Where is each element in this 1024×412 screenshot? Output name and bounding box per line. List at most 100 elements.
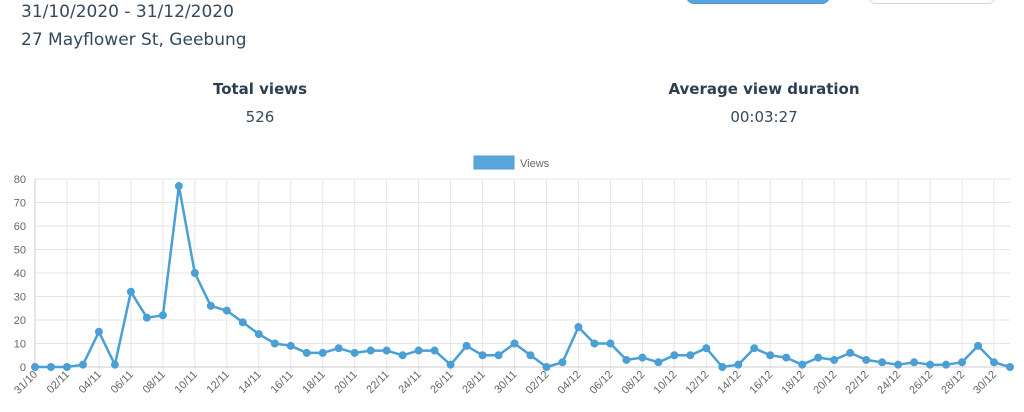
views-data-point bbox=[750, 344, 759, 353]
views-data-point bbox=[766, 351, 775, 360]
views-data-point bbox=[910, 358, 919, 367]
views-data-point bbox=[702, 344, 711, 353]
legend-swatch bbox=[473, 155, 515, 170]
total-views-stat: Total views 526 bbox=[130, 80, 390, 126]
x-tick-label: 18/12 bbox=[779, 369, 807, 397]
y-tick-label: 20 bbox=[14, 315, 26, 327]
secondary-action-button[interactable] bbox=[868, 0, 996, 4]
views-data-point bbox=[990, 358, 999, 367]
views-data-point bbox=[1006, 363, 1014, 371]
views-data-point bbox=[670, 351, 679, 360]
total-views-value: 526 bbox=[245, 108, 275, 126]
x-tick-label: 28/12 bbox=[939, 369, 967, 397]
views-data-point bbox=[494, 351, 503, 360]
views-data-point bbox=[926, 360, 935, 369]
views-data-point bbox=[126, 287, 135, 296]
x-tick-label: 22/12 bbox=[843, 369, 871, 397]
views-data-point bbox=[814, 353, 823, 362]
views-data-point bbox=[270, 339, 279, 348]
views-data-point bbox=[366, 346, 375, 355]
legend-label: Views bbox=[520, 158, 550, 170]
x-tick-label: 28/11 bbox=[460, 369, 487, 396]
views-data-point bbox=[862, 355, 871, 364]
views-data-point bbox=[718, 363, 727, 371]
views-data-point bbox=[846, 348, 855, 357]
y-tick-label: 40 bbox=[14, 268, 26, 280]
views-data-point bbox=[686, 351, 695, 360]
x-tick-label: 04/12 bbox=[556, 369, 584, 397]
x-tick-label: 06/11 bbox=[109, 369, 136, 396]
views-data-point bbox=[446, 360, 455, 369]
y-tick-label: 70 bbox=[14, 198, 26, 210]
x-tick-label: 16/11 bbox=[268, 369, 295, 396]
x-tick-label: 30/11 bbox=[492, 369, 519, 396]
views-data-point bbox=[94, 327, 103, 336]
views-data-point bbox=[622, 355, 631, 364]
views-data-point bbox=[31, 363, 39, 371]
x-tick-label: 12/11 bbox=[205, 369, 232, 396]
x-tick-label: 06/12 bbox=[588, 369, 616, 397]
x-tick-label: 24/12 bbox=[875, 369, 903, 397]
views-data-point bbox=[46, 363, 55, 371]
views-data-point bbox=[318, 348, 327, 357]
x-tick-label: 31/10 bbox=[12, 369, 40, 397]
views-data-point bbox=[974, 341, 983, 350]
average-view-duration-value: 00:03:27 bbox=[730, 108, 798, 126]
views-data-point bbox=[830, 355, 839, 364]
x-tick-label: 18/11 bbox=[300, 369, 327, 396]
views-data-point bbox=[206, 301, 215, 310]
average-view-duration-label: Average view duration bbox=[668, 80, 860, 98]
views-data-point bbox=[574, 323, 583, 332]
views-data-point bbox=[734, 360, 743, 369]
x-tick-label: 04/11 bbox=[77, 369, 104, 396]
x-tick-label: 22/11 bbox=[364, 369, 391, 396]
views-data-point bbox=[510, 339, 519, 348]
views-data-point bbox=[286, 341, 295, 350]
views-data-point bbox=[414, 346, 423, 355]
views-data-point bbox=[222, 306, 231, 315]
date-range: 31/10/2020 - 31/12/2020 bbox=[21, 2, 234, 22]
x-tick-label: 14/11 bbox=[237, 369, 264, 396]
views-data-point bbox=[110, 360, 119, 369]
views-data-point bbox=[606, 339, 615, 348]
views-data-point bbox=[302, 348, 311, 357]
property-address: 27 Mayflower St, Geebung bbox=[21, 30, 247, 50]
y-tick-label: 60 bbox=[14, 221, 26, 233]
y-tick-label: 10 bbox=[14, 339, 26, 351]
views-data-point bbox=[430, 346, 439, 355]
views-data-point bbox=[190, 269, 199, 277]
x-tick-label: 20/12 bbox=[811, 369, 839, 397]
views-data-point bbox=[894, 360, 903, 369]
x-tick-label: 02/11 bbox=[45, 369, 72, 396]
views-data-point bbox=[334, 344, 343, 353]
x-tick-label: 10/12 bbox=[652, 369, 680, 397]
views-data-point bbox=[382, 346, 391, 355]
views-data-point bbox=[638, 353, 647, 362]
average-view-duration-stat: Average view duration 00:03:27 bbox=[634, 80, 894, 126]
views-data-point bbox=[158, 311, 167, 320]
views-data-point bbox=[654, 358, 663, 367]
y-tick-label: 50 bbox=[14, 245, 26, 257]
views-series-line bbox=[35, 184, 1011, 369]
x-tick-label: 08/12 bbox=[620, 369, 648, 397]
y-tick-label: 30 bbox=[14, 292, 26, 304]
views-data-point bbox=[142, 313, 151, 322]
views-data-point bbox=[238, 318, 247, 327]
views-data-point bbox=[526, 351, 535, 360]
x-tick-label: 08/11 bbox=[141, 369, 168, 396]
x-tick-label: 30/12 bbox=[971, 369, 999, 397]
views-data-point bbox=[62, 363, 71, 371]
views-data-point bbox=[958, 358, 967, 367]
primary-action-button[interactable] bbox=[686, 0, 830, 4]
x-tick-label: 20/11 bbox=[332, 369, 359, 396]
views-data-point bbox=[174, 182, 183, 191]
views-data-point bbox=[782, 353, 791, 362]
views-data-point bbox=[878, 358, 887, 367]
x-tick-label: 24/11 bbox=[396, 369, 423, 396]
total-views-label: Total views bbox=[212, 80, 308, 98]
views-data-point bbox=[942, 360, 951, 369]
views-data-point bbox=[462, 341, 471, 350]
x-tick-label: 26/12 bbox=[907, 369, 935, 397]
views-data-point bbox=[254, 330, 263, 339]
